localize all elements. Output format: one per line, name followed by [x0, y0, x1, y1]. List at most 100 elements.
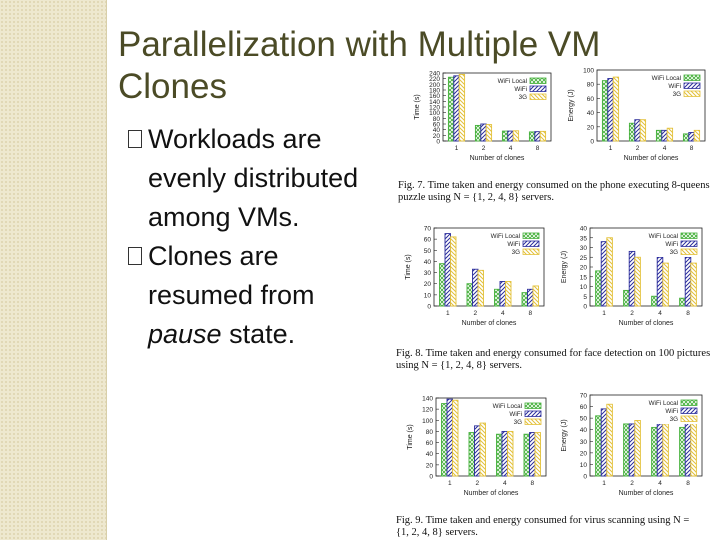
bar-wifi — [661, 129, 668, 142]
legend-box — [494, 400, 544, 427]
y-tick-label: 80 — [433, 116, 441, 123]
legend-swatch — [680, 415, 698, 422]
x-tick-label: 1 — [455, 145, 459, 152]
legend-label: WiFi — [507, 241, 520, 248]
x-tick-label: 4 — [658, 480, 662, 487]
bar-3g — [639, 119, 647, 142]
bar-3g — [690, 417, 697, 477]
x-tick-label: 4 — [501, 310, 505, 317]
x-axis-label: Number of clones — [464, 490, 519, 497]
y-axis-label: Time (s) — [405, 254, 412, 279]
bullet-item: Clones are resumed from pause state. — [128, 237, 398, 354]
bar-wifi-local — [595, 415, 602, 477]
legend-swatch — [683, 74, 701, 81]
x-tick-label: 1 — [448, 480, 452, 487]
y-tick-label: 20 — [426, 462, 434, 469]
y-tick-label: 15 — [580, 274, 588, 281]
sidebar-divider — [106, 0, 107, 540]
bar-wifi — [527, 288, 534, 307]
title-line-1: Parallelization with Multiple VM — [118, 25, 601, 64]
legend-label: WiFi — [509, 411, 522, 418]
bar-wifi-local — [441, 403, 448, 477]
bar-3g — [532, 285, 539, 307]
y-tick-label: 40 — [424, 259, 432, 266]
y-tick-label: 70 — [580, 393, 588, 400]
legend-swatch — [522, 248, 540, 255]
x-tick-label: 4 — [658, 310, 662, 317]
y-tick-label: 60 — [433, 122, 441, 129]
y-tick-label: 40 — [587, 110, 595, 117]
legend-swatch — [680, 232, 698, 239]
bar-wifi — [684, 256, 692, 307]
bar-wifi — [474, 425, 481, 477]
legend-swatch — [683, 90, 701, 97]
bar-wifi — [600, 408, 608, 477]
bar-wifi — [634, 119, 641, 142]
bullet-text: evenly distributed — [148, 163, 359, 193]
x-tick-label: 2 — [475, 480, 479, 487]
y-tick-label: 10 — [424, 292, 432, 299]
bar-wifi — [684, 417, 692, 477]
y-tick-label: 30 — [580, 439, 588, 446]
bar-3g — [662, 423, 669, 477]
bar-wifi-local — [682, 133, 690, 142]
legend-box — [650, 230, 700, 257]
x-tick-label: 1 — [602, 310, 606, 317]
x-tick-label: 2 — [630, 480, 634, 487]
bar-3g — [534, 432, 541, 477]
legend-swatch — [680, 248, 698, 255]
figure-caption: Fig. 9. Time taken and energy consumed f… — [396, 515, 690, 538]
y-tick-label: 80 — [426, 429, 434, 436]
legend-label: WiFi Local — [491, 233, 520, 240]
x-tick-label: 4 — [509, 145, 513, 152]
bar-wifi-local — [623, 423, 630, 477]
legend-label: WiFi — [665, 241, 678, 248]
legend-label: WiFi Local — [493, 403, 522, 410]
figure-caption: Fig. 7. Time taken and energy consumed o… — [398, 180, 710, 203]
y-tick-label: 60 — [580, 404, 588, 411]
figure-caption: Fig. 8. Time taken and energy consumed f… — [396, 348, 711, 371]
y-axis-label: Energy (J) — [561, 251, 568, 283]
x-tick-label: 8 — [536, 145, 540, 152]
bar-wifi-local — [439, 263, 446, 307]
x-tick-label: 8 — [528, 310, 532, 317]
bar-3g — [512, 130, 520, 142]
y-tick-label: 0 — [429, 474, 433, 481]
bar-wifi-local — [468, 432, 475, 477]
legend-label: WiFi Local — [649, 400, 678, 407]
x-tick-label: 1 — [602, 480, 606, 487]
bar-wifi-local — [466, 283, 473, 307]
bar-3g — [452, 399, 459, 477]
legend-swatch — [522, 240, 540, 247]
y-tick-label: 35 — [580, 235, 588, 242]
bullet-marker-icon — [128, 130, 142, 148]
bar-wifi-local — [474, 124, 482, 142]
bar-wifi — [600, 241, 608, 307]
bar-wifi — [501, 430, 508, 477]
bar-3g — [479, 422, 486, 477]
bar-wifi — [480, 123, 487, 142]
x-tick-label: 2 — [482, 145, 486, 152]
bar-wifi-local — [595, 270, 602, 307]
y-tick-label: 10 — [580, 462, 588, 469]
y-axis-label: Time (s) — [407, 424, 414, 449]
bar-3g — [507, 430, 514, 477]
y-tick-label: 0 — [436, 139, 440, 146]
bar-wifi — [472, 268, 479, 307]
x-axis-label: Number of clones — [619, 490, 674, 497]
x-tick-label: 4 — [663, 145, 667, 152]
bar-3g — [606, 403, 613, 477]
bar-3g — [477, 269, 484, 307]
bullet-text: among VMs. — [148, 202, 300, 232]
bar-wifi-local — [623, 289, 630, 307]
x-tick-label: 1 — [609, 145, 613, 152]
y-tick-label: 5 — [583, 294, 587, 301]
bar-3g — [634, 256, 641, 307]
bullet-text-italic: pause — [148, 319, 222, 349]
y-tick-label: 20 — [587, 124, 595, 131]
legend-swatch — [680, 407, 698, 414]
y-tick-label: 0 — [583, 304, 587, 311]
legend-box — [650, 397, 700, 424]
bullet-text: state. — [221, 319, 296, 349]
bar-wifi-local — [494, 288, 501, 307]
